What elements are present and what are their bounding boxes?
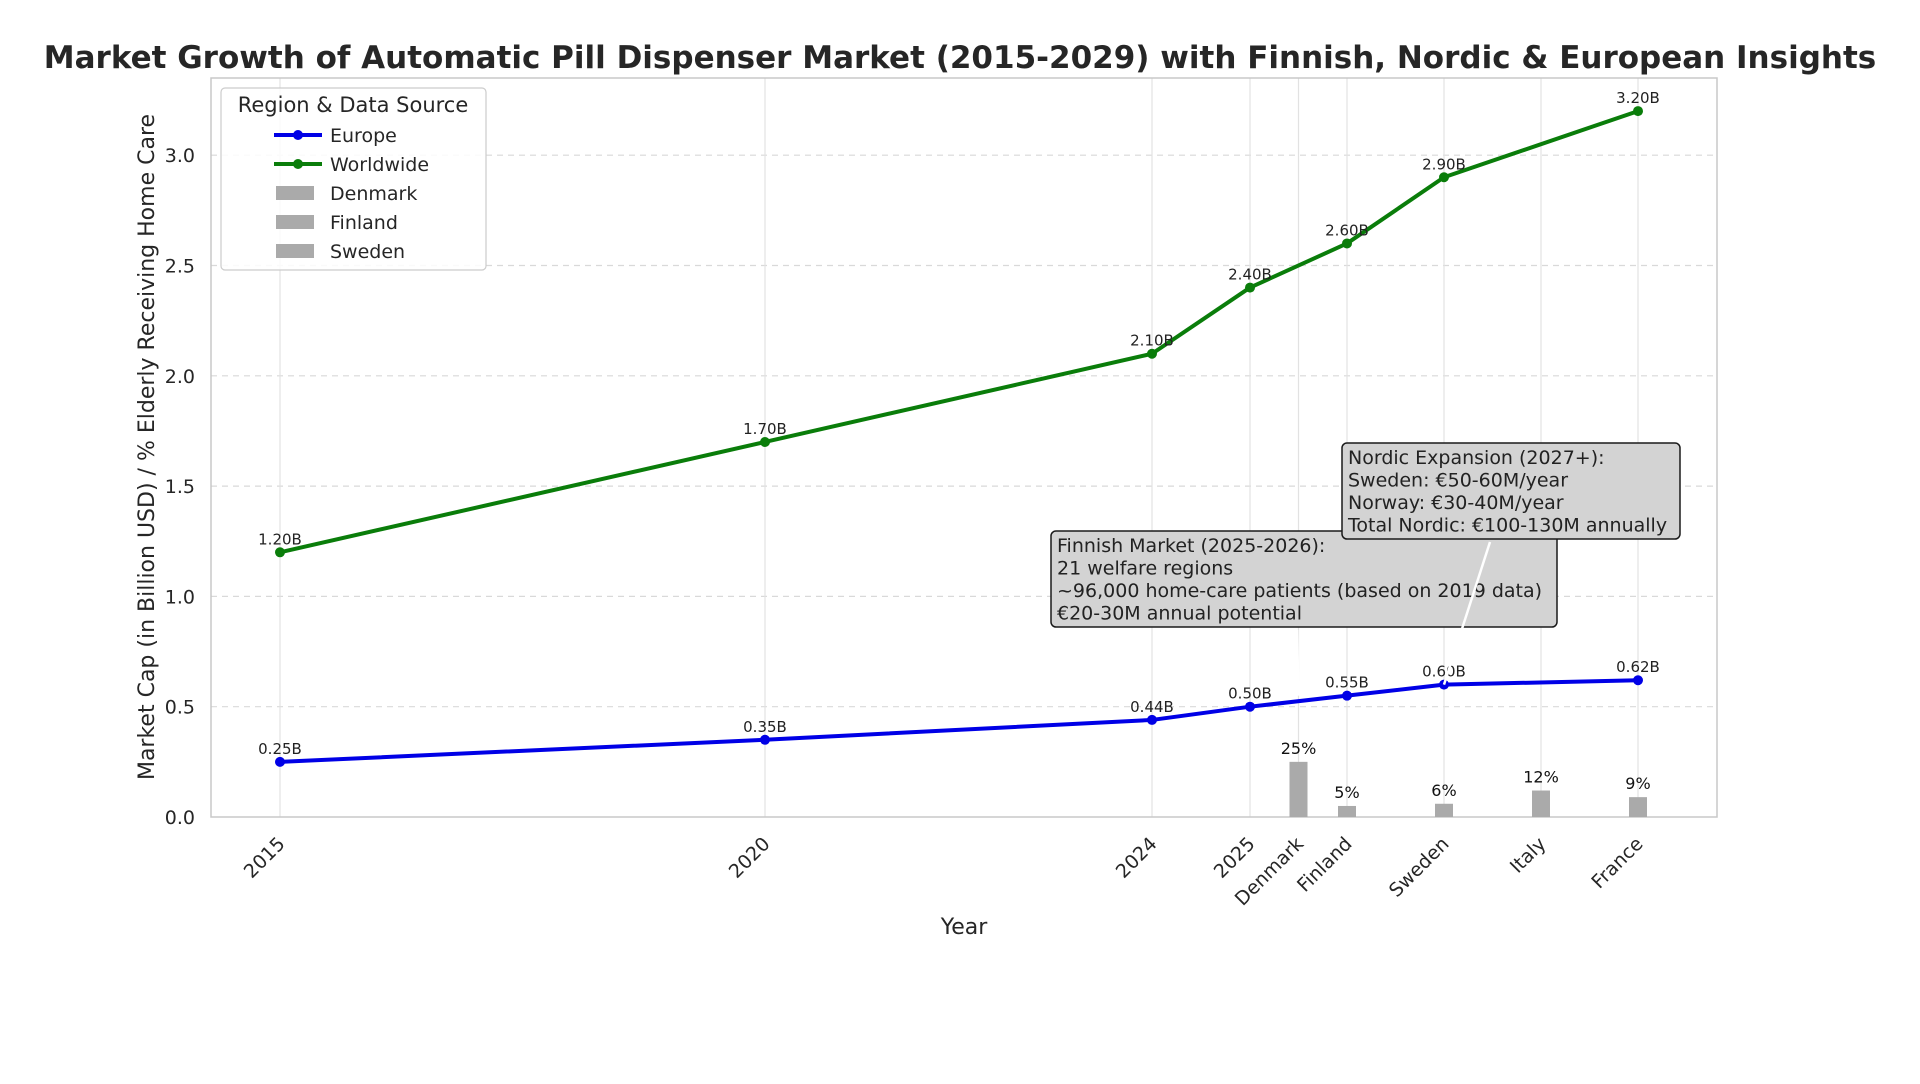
data-label: 2.90B [1422,155,1466,173]
annotation-line: Total Nordic: €100-130M annually [1347,515,1667,537]
bar-label: 9% [1625,774,1650,793]
data-point-europe [1633,675,1643,686]
data-label: 2.10B [1130,332,1174,350]
annotation-line: 21 welfare regions [1057,558,1233,580]
annotation-box [1341,442,1681,540]
x-tick-label: 2024 [1112,833,1162,883]
y-tick-label: 1.5 [165,476,195,498]
data-point-worldwide [1245,282,1255,293]
x-axis-label: Year [940,915,989,940]
data-label: 1.70B [743,420,787,438]
data-point-worldwide [1633,106,1643,117]
legend-label: Europe [330,125,397,147]
annotation-line: Nordic Expansion (2027+): [1348,447,1605,469]
chart-title: Market Growth of Automatic Pill Dispense… [44,40,1876,76]
annotation-line: Norway: €30-40M/year [1348,492,1564,514]
data-label: 0.25B [258,740,302,758]
bar-sweden [1435,803,1453,817]
bar-denmark [1289,761,1308,817]
y-tick-label: 3.0 [165,145,195,167]
y-tick-label: 2.5 [165,256,195,278]
x-tick-label: 2015 [240,833,290,883]
data-label: 0.60B [1422,663,1466,681]
annotation-arrow [1295,629,1300,696]
x-tick-label: Sweden [1385,833,1454,902]
legend-label: Sweden [330,241,405,263]
data-label: 0.50B [1228,685,1272,703]
data-point-europe [1147,714,1157,725]
x-tick-label: France [1587,833,1647,893]
series-line-europe [279,678,1639,764]
data-label: 0.55B [1325,674,1369,692]
data-label: 0.44B [1130,698,1174,716]
annotation-line: €20-30M annual potential [1057,603,1302,625]
legend: Region & Data Source Europe Worldwide Denm… [220,87,487,271]
data-label: 2.40B [1228,266,1272,284]
legend-bar-swatch [276,244,314,258]
annotation-line: ~96,000 home-care patients (based on 201… [1057,580,1542,602]
data-point-worldwide [1439,172,1449,183]
data-point-worldwide [275,547,285,558]
data-point-europe [275,756,285,767]
data-label: 0.35B [743,718,787,736]
data-point-europe [760,734,770,745]
y-tick-label: 1.0 [165,586,195,608]
data-point-europe [1245,701,1255,712]
legend-label: Worldwide [330,154,429,176]
annotation-2: Nordic Expansion (2027+):Sweden: €50-60M… [1341,442,1681,686]
data-point-europe [1342,690,1352,701]
annotation-1: Finnish Market (2025-2026):21 welfare re… [1050,530,1558,696]
bar-layer [1289,761,1647,817]
annotation-line: Finnish Market (2025-2026): [1057,535,1325,557]
data-label: 3.20B [1616,89,1660,107]
y-tick-label: 0.5 [165,697,195,719]
data-label: 0.62B [1616,658,1660,676]
annotation-layer: Finnish Market (2025-2026):21 welfare re… [1050,442,1681,696]
plot-frame [210,77,1718,818]
data-point-worldwide [1147,348,1157,359]
y-tick-label: 0.0 [165,807,195,829]
bar-italy [1532,790,1550,817]
bar-label: 6% [1431,781,1456,800]
legend-label: Denmark [330,183,417,205]
legend-label: Finland [330,212,398,234]
legend-marker [293,159,303,169]
label-layer: 25% 5% 6% 12% 9% 0.25B 0.35B 0.44B 0.50B 0.55B 0.6… [258,89,1660,802]
data-point-worldwide [1342,238,1352,249]
bar-finland [1338,805,1356,817]
x-tick-label: Italy [1506,833,1551,878]
bar-label: 12% [1523,768,1559,787]
bar-label: 5% [1334,783,1359,802]
data-label: 2.60B [1325,221,1369,239]
annotation-box [1050,530,1558,628]
legend-bar-swatch [276,186,314,200]
legend-title: Region & Data Source [238,93,469,117]
data-point-worldwide [760,436,770,447]
bar-label: 25% [1281,739,1317,758]
legend-marker [293,130,303,140]
data-label: 1.20B [258,530,302,548]
annotation-line: Sweden: €50-60M/year [1348,470,1568,492]
x-tick-label: Finland [1293,833,1357,897]
y-axis-label: Market Cap (in Billion USD) / % Elderly … [135,114,160,780]
x-tick-label: 2020 [725,833,775,883]
y-tick-label: 2.0 [165,366,195,388]
annotation-arrow [1442,541,1492,686]
legend-bar-swatch [276,215,314,229]
bar-france [1629,797,1647,817]
